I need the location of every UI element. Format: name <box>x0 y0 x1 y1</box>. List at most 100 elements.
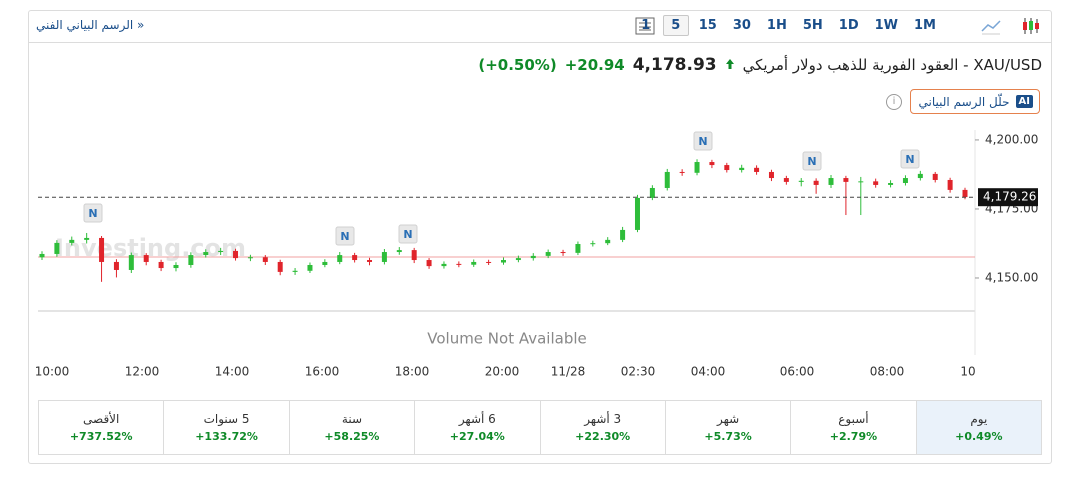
performance-cell[interactable]: شهر +5.73% <box>664 401 790 454</box>
candle-body <box>515 258 521 261</box>
interval-button[interactable]: 1 <box>641 18 651 33</box>
candle-body <box>352 255 358 261</box>
period-change: +27.04% <box>449 430 505 443</box>
x-tick-label: 08:00 <box>870 365 905 379</box>
candle-body <box>426 260 432 267</box>
toolbar: الرسم البياني الفني » 1M 1W 1D 5H 1H 30 15 5 1 <box>28 10 1052 43</box>
last-price: 4,178.93 <box>632 55 717 75</box>
news-marker-label: N <box>698 135 707 148</box>
candle-body <box>679 171 685 173</box>
news-marker-label: N <box>88 207 97 220</box>
candle-body <box>128 255 134 270</box>
performance-cell[interactable]: أسبوع +2.79% <box>790 401 915 454</box>
interval-button[interactable]: 1D <box>838 18 859 33</box>
candle-body <box>486 261 492 263</box>
period-change: +0.49% <box>955 430 1003 443</box>
candle-body <box>798 180 804 182</box>
news-marker <box>83 203 103 223</box>
price-change: +20.94 <box>564 56 625 74</box>
candle-body <box>367 260 373 262</box>
candle-body <box>620 229 626 240</box>
performance-cell[interactable]: 5 سنوات +133.72% <box>163 401 288 454</box>
widget-card <box>28 10 1052 464</box>
candle-body <box>441 263 447 267</box>
performance-cell[interactable]: يوم +0.49% <box>915 401 1041 454</box>
candle-body <box>560 252 566 254</box>
candle-body <box>709 162 715 166</box>
candle-body <box>768 171 774 179</box>
candle-body <box>99 237 105 262</box>
candle-body <box>411 250 417 261</box>
performance-cell[interactable]: الأقصى +737.52% <box>39 401 163 454</box>
news-marker-label: N <box>403 228 412 241</box>
candle-body <box>381 252 387 262</box>
period-change: +5.73% <box>704 430 752 443</box>
candle-body <box>396 250 402 253</box>
candle-body <box>828 178 834 185</box>
technical-chart-link[interactable]: الرسم البياني الفني » <box>36 18 145 32</box>
info-icon[interactable]: i <box>886 94 902 110</box>
performance-cell[interactable]: 6 أشهر +27.04% <box>414 401 539 454</box>
candle-body <box>649 187 655 198</box>
line-chart-icon[interactable] <box>980 16 1002 36</box>
x-tick-label: 18:00 <box>395 365 430 379</box>
performance-table: يوم +0.49% أسبوع +2.79% شهر +5.73% 3 أشهر +22.3… <box>38 400 1042 455</box>
x-tick-label: 02:30 <box>621 365 656 379</box>
candle-body <box>277 261 283 272</box>
candle-body <box>724 165 730 171</box>
candle-body <box>694 162 700 173</box>
candle-body <box>247 257 253 259</box>
candle-body <box>575 244 581 253</box>
table-icon[interactable] <box>634 16 656 36</box>
candle-body <box>233 250 239 259</box>
x-tick-label: 10 <box>960 365 975 379</box>
interval-button[interactable]: 1H <box>766 18 787 33</box>
ai-button-label: حلّل الرسم البياني <box>918 94 1010 109</box>
candle-body <box>203 252 209 256</box>
news-marker <box>802 151 822 171</box>
candle-body <box>292 270 298 272</box>
volume-note: Volume Not Available <box>427 330 587 348</box>
candle-body <box>932 173 938 180</box>
period-label: أسبوع <box>838 412 869 426</box>
candle-body <box>962 189 968 198</box>
period-label: 6 أشهر <box>458 412 496 426</box>
candle-body <box>605 239 611 244</box>
interval-button[interactable]: 15 <box>698 18 717 33</box>
interval-button[interactable]: 1W <box>874 18 899 33</box>
period-change: +58.25% <box>324 430 380 443</box>
candle-body <box>754 167 760 172</box>
candle-chart-icon[interactable] <box>1020 16 1042 36</box>
candle-body <box>843 178 849 182</box>
interval-buttons: 1M 1W 1D 5H 1H 30 15 5 1 <box>633 15 942 36</box>
x-tick-label: 06:00 <box>780 365 815 379</box>
candle-body <box>39 253 45 258</box>
interval-button[interactable]: 5 <box>662 15 689 36</box>
interval-button[interactable]: 5H <box>802 18 823 33</box>
candle-body <box>188 255 194 265</box>
ai-analyze-button[interactable]: AI حلّل الرسم البياني <box>910 89 1040 114</box>
candle-body <box>902 178 908 184</box>
candle-body <box>917 173 923 179</box>
candle-body <box>143 255 149 262</box>
candle-body <box>634 197 640 230</box>
price-change-percent: (+0.50%) <box>478 56 557 74</box>
performance-cell[interactable]: 3 أشهر +22.30% <box>539 401 665 454</box>
candle-body <box>307 265 313 271</box>
interval-button[interactable]: 1M <box>914 18 936 33</box>
candle-body <box>337 255 343 262</box>
instrument-header: XAU/USD - العقود الفورية للذهب دولار أمر… <box>478 55 1042 75</box>
performance-cell[interactable]: سنة +58.25% <box>288 401 414 454</box>
news-marker-label: N <box>905 153 914 166</box>
candle-body <box>545 252 551 256</box>
candle-body <box>947 179 953 190</box>
candle-body <box>158 261 164 269</box>
period-label: 3 أشهر <box>584 412 622 426</box>
candle-body <box>456 263 462 265</box>
candle-body <box>54 242 60 254</box>
period-label: سنة <box>341 412 362 426</box>
candle-body <box>783 178 789 182</box>
period-label: الأقصى <box>83 412 120 426</box>
interval-button[interactable]: 30 <box>732 18 751 33</box>
